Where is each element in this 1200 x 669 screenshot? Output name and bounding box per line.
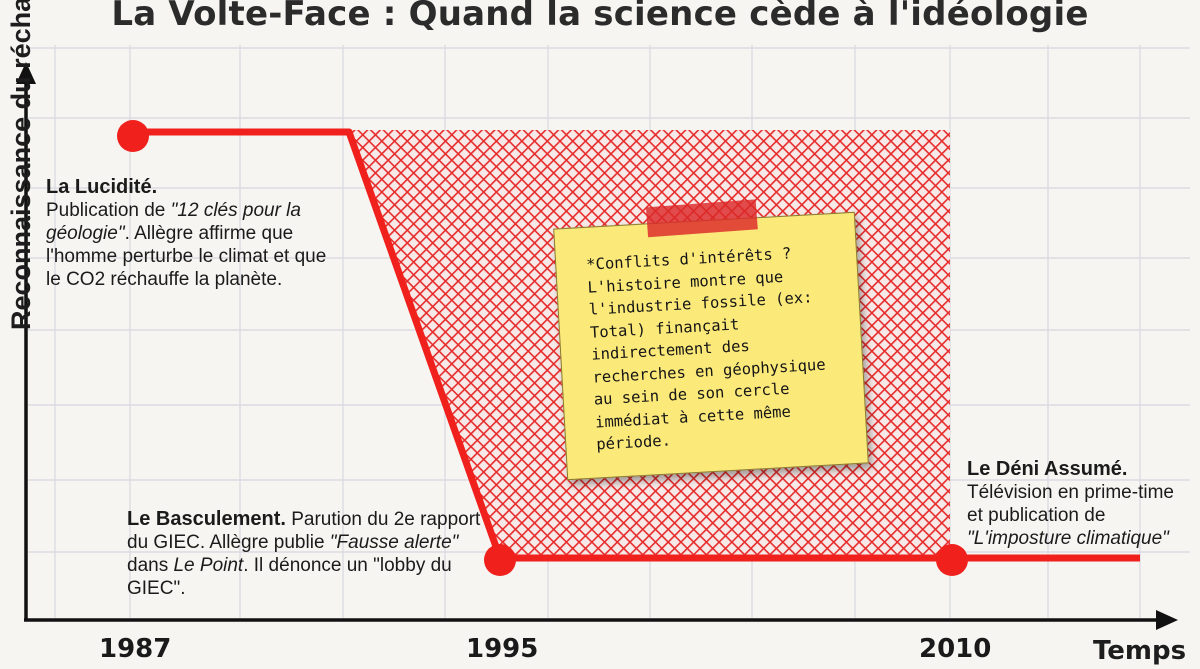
y-axis-label: Reconnaissance du réchauffement [6,0,36,330]
annotation-lucidite: La Lucidité. Publication de "12 clés pou… [46,176,336,291]
annotation-deni-book: "L'imposture climatique" [967,528,1169,549]
annotation-deni-line1: Télévision en prime-time [967,482,1174,503]
y-axis-arrow [16,62,36,84]
annotation-lucidite-text: Publication de [46,200,171,221]
series-line [133,128,1140,562]
x-tick-1987: 1987 [99,634,172,664]
annotation-basculement: Le Basculement. Parution du 2e rapport d… [127,508,487,600]
sticky-note: *Conflits d'intérêts ? L'histoire montre… [553,199,869,481]
x-tick-1995: 1995 [466,634,539,664]
annotation-lucidite-heading: La Lucidité. [46,176,158,198]
annotation-deni-heading: Le Déni Assumé. [967,458,1128,480]
page-title: La Volte-Face : Quand la science cède à … [111,0,1089,34]
sticky-note-text: *Conflits d'intérêts ? L'histoire montre… [585,244,826,454]
annotation-basculement-text: Parution du 2e rapport du GIEC. Allègre … [127,509,481,553]
annotation-basculement-text-mid: dans [127,555,174,576]
point-1995 [484,544,516,576]
x-tick-2010: 2010 [919,634,992,664]
annotation-deni: Le Déni Assumé. Télévision en prime-time… [967,458,1200,550]
annotation-basculement-heading: Le Basculement. [127,508,286,530]
annotation-lucidite-book: "12 clés pour la géologie" [46,200,301,244]
x-axis-label: Temps [1093,636,1187,666]
annotation-basculement-text-after: . Il dénonce un "lobby du GIEC". [127,555,452,599]
annotation-lucidite-text-after: . Allègre affirme que l'homme perturbe l… [46,223,327,290]
annotation-basculement-book: "Fausse alerte" [329,532,459,553]
annotation-basculement-magazine: Le Point [173,555,244,576]
x-axis-arrow [1156,610,1178,630]
chart-axes [16,62,1178,630]
point-1987 [117,120,149,152]
series-markers [117,120,968,576]
point-2010 [936,544,968,576]
annotation-deni-line2: et publication de [967,505,1106,526]
